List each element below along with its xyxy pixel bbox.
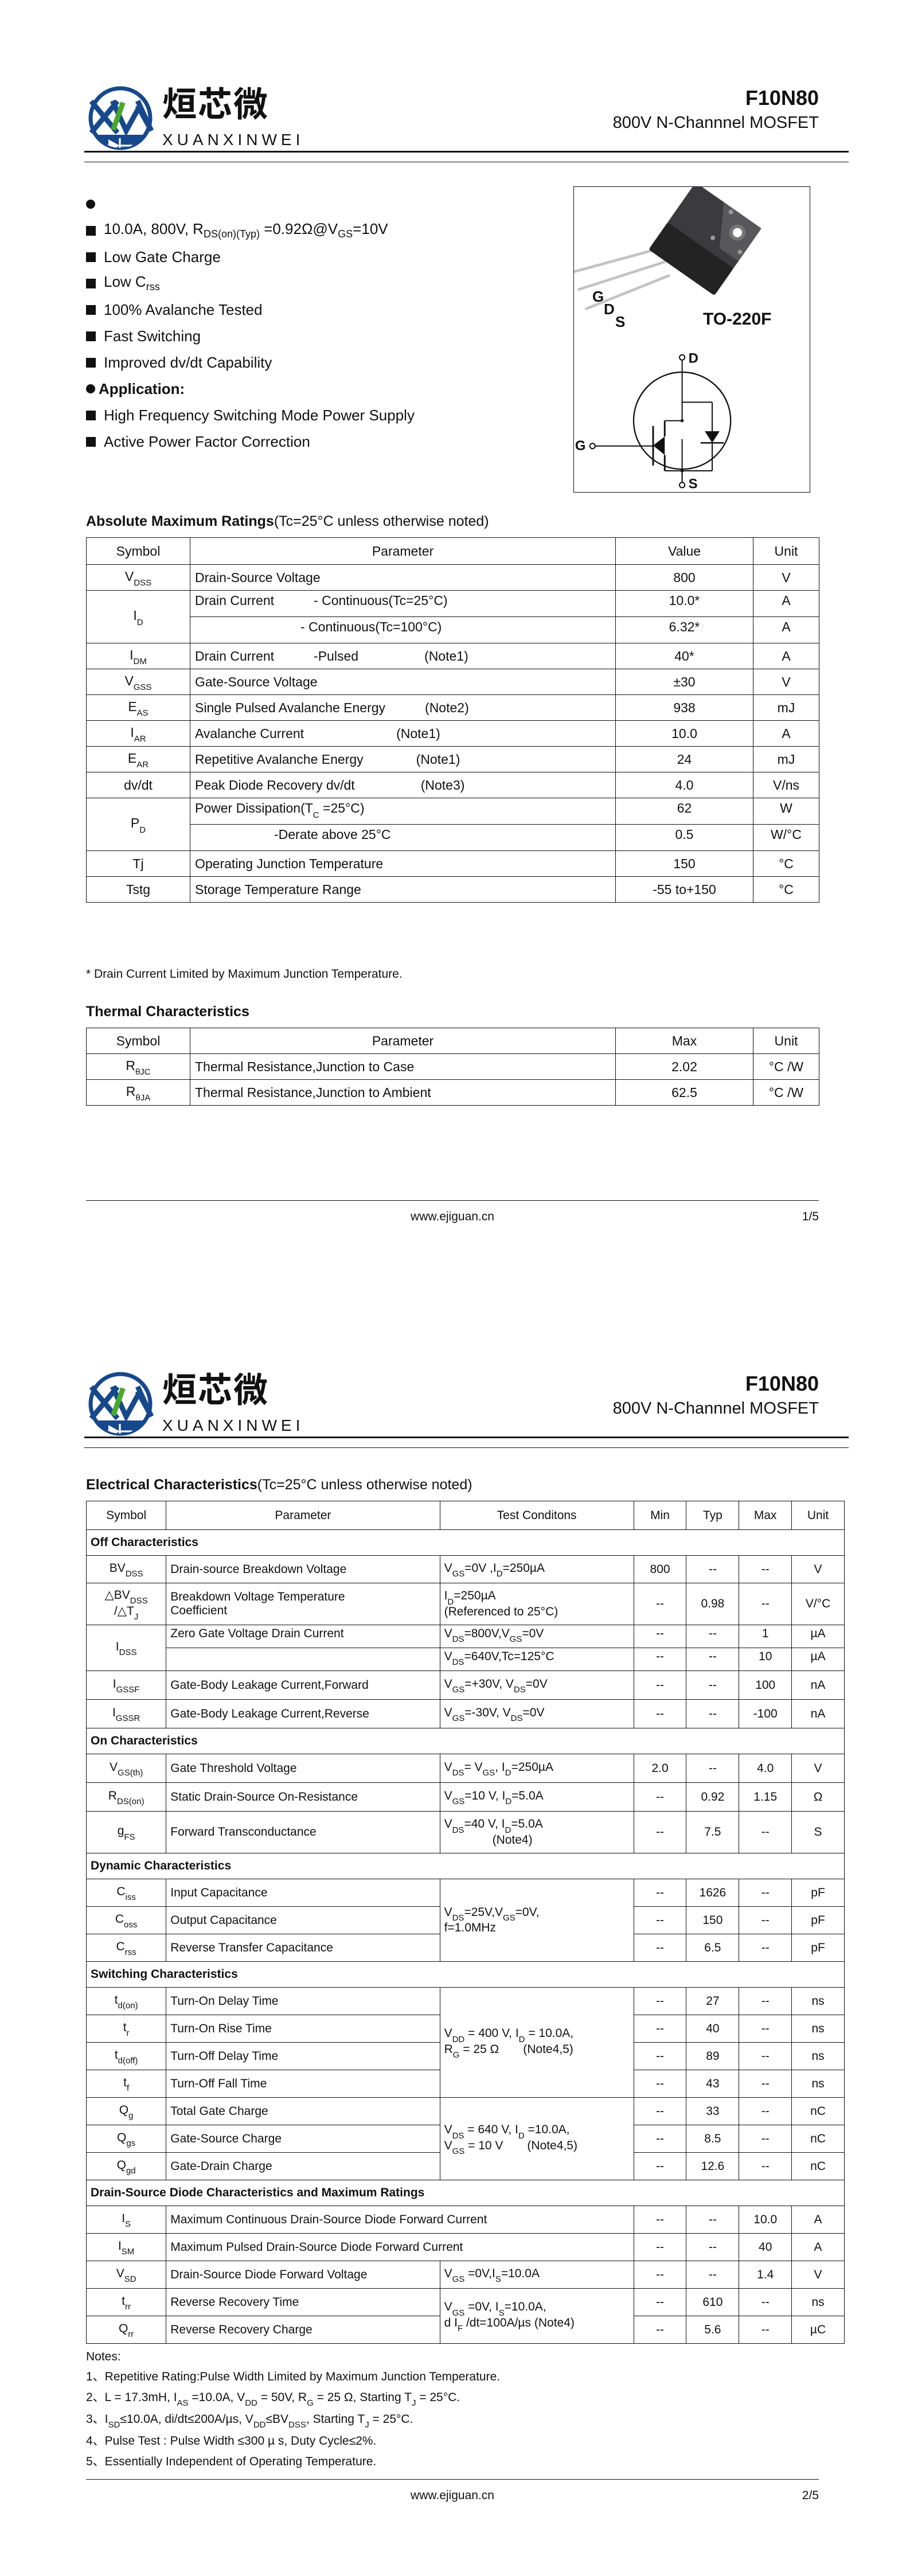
svg-text:D: D [604, 300, 615, 318]
svg-text:TO-220F: TO-220F [703, 310, 772, 329]
svg-text:G: G [592, 288, 604, 305]
svg-text:D: D [689, 350, 698, 366]
svg-text:S: S [689, 476, 698, 491]
svg-text:G: G [575, 438, 586, 454]
svg-text:S: S [615, 313, 625, 330]
